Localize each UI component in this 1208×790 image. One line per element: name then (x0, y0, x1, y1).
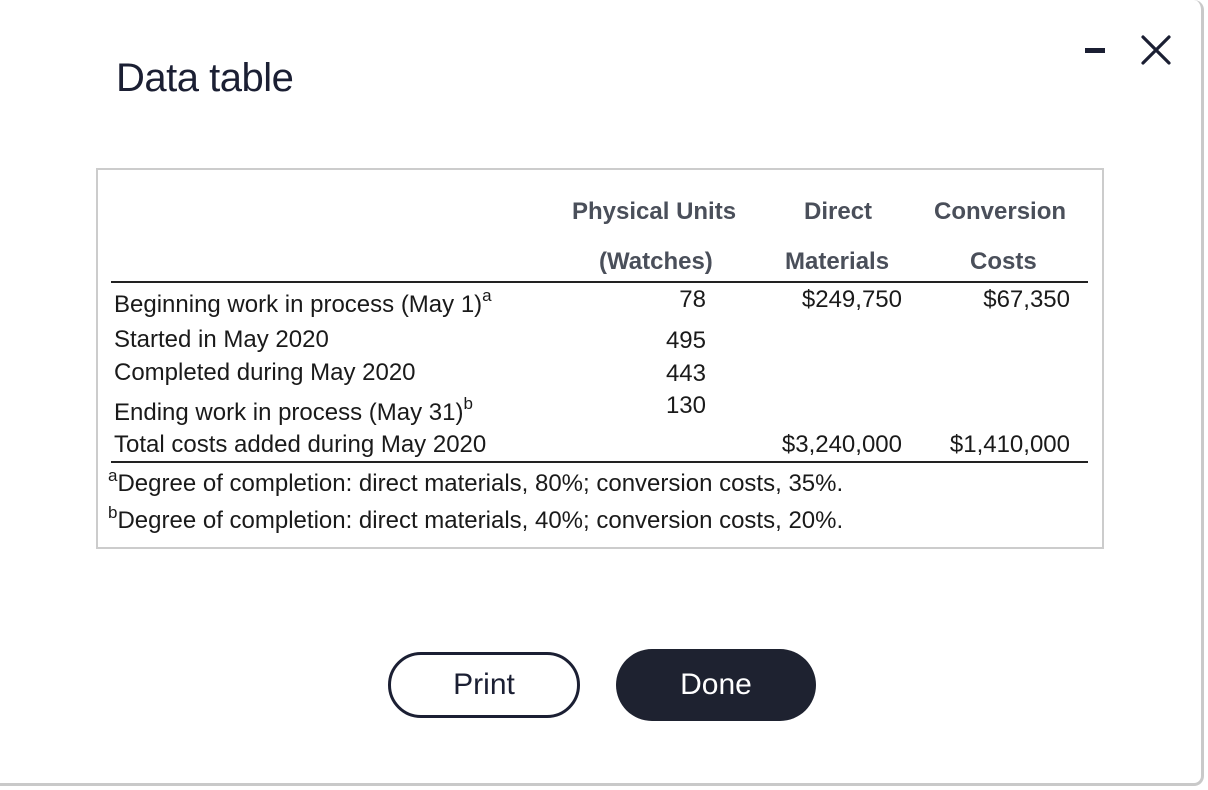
row-label-beginning-wip: Beginning work in process (May 1)a (114, 287, 492, 319)
dm-total-costs: $3,240,000 (781, 431, 902, 458)
row-label-completed: Completed during May 2020 (114, 359, 416, 386)
cc-total-costs: $1,410,000 (949, 431, 1070, 458)
data-table: Physical Units (Watches) Direct Material… (96, 168, 1104, 549)
units-completed: 443 (665, 360, 706, 387)
footnote-a: aDegree of completion: direct materials,… (108, 466, 844, 498)
header-direct: Direct (804, 198, 873, 225)
dm-beginning-wip: $249,750 (801, 286, 902, 313)
close-button[interactable] (1136, 30, 1176, 70)
done-button[interactable]: Done (616, 649, 816, 721)
footnote-b: bDegree of completion: direct materials,… (108, 503, 844, 535)
minimize-button[interactable] (1075, 30, 1115, 70)
row-label-text: Ending work in process (May 31) (114, 399, 464, 426)
footnote-marker: b (463, 394, 473, 413)
header-watches: (Watches) (599, 248, 713, 275)
header-rule (111, 281, 1088, 283)
footnote-b-mark: b (108, 503, 118, 522)
minimize-icon (1085, 48, 1105, 53)
print-button[interactable]: Print (388, 652, 580, 718)
header-materials: Materials (785, 248, 890, 275)
totals-rule (111, 461, 1088, 463)
units-beginning-wip: 78 (679, 286, 706, 313)
cc-beginning-wip: $67,350 (983, 286, 1070, 313)
dialog-title: Data table (116, 56, 294, 100)
row-label-text: Beginning work in process (May 1) (114, 291, 483, 318)
units-started: 495 (665, 327, 706, 354)
header-conversion: Conversion (934, 198, 1067, 225)
row-label-total-costs: Total costs added during May 2020 (114, 431, 487, 458)
units-ending-wip: 130 (665, 392, 706, 419)
row-label-ending-wip: Ending work in process (May 31)b (114, 395, 473, 427)
footnote-a-text: Degree of completion: direct materials, … (117, 470, 844, 497)
header-costs: Costs (970, 248, 1037, 275)
header-physical-units: Physical Units (572, 198, 737, 225)
footnote-a-mark: a (108, 466, 118, 485)
row-label-started: Started in May 2020 (114, 326, 329, 353)
footnote-marker: a (482, 286, 492, 305)
footnote-b-text: Degree of completion: direct materials, … (117, 507, 844, 534)
close-icon (1141, 35, 1171, 65)
